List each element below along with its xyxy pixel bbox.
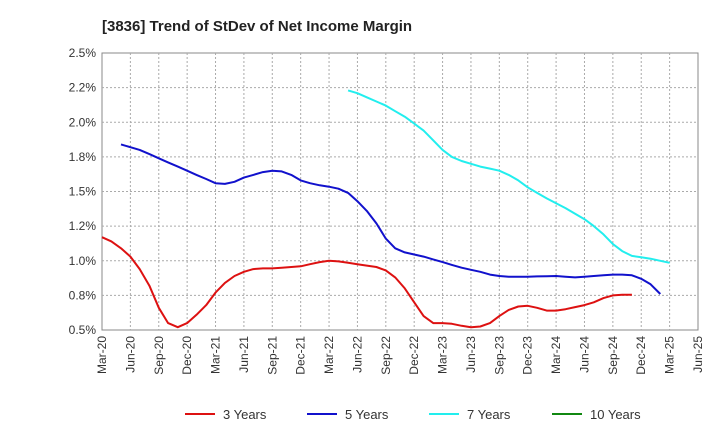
x-tick-label: Dec-23 [521, 336, 535, 375]
x-tick-label: Mar-24 [549, 336, 563, 374]
series-line-2 [347, 89, 670, 264]
x-tick-label: Dec-22 [407, 336, 421, 375]
x-tick-label: Sep-24 [606, 336, 620, 375]
y-tick-label: 2.2% [69, 81, 97, 95]
x-tick-label: Mar-23 [436, 336, 450, 374]
legend-label: 5 Years [345, 407, 389, 422]
series-line-0 [101, 236, 632, 329]
x-tick-label: Sep-20 [152, 336, 166, 375]
x-tick-label: Sep-21 [265, 336, 279, 375]
x-tick-label: Mar-21 [209, 336, 223, 374]
series-lines [101, 89, 670, 329]
x-tick-label: Dec-21 [294, 336, 308, 375]
x-tick-label: Jun-24 [577, 336, 591, 373]
y-tick-label: 2.0% [69, 115, 97, 129]
x-tick-label: Jun-20 [123, 336, 137, 373]
y-tick-label: 0.5% [69, 323, 97, 337]
x-tick-label: Jun-21 [237, 336, 251, 373]
x-tick-label: Jun-25 [691, 336, 705, 373]
y-tick-label: 2.5% [69, 46, 97, 60]
x-tick-label: Jun-22 [350, 336, 364, 373]
series-line-1 [120, 143, 662, 295]
y-tick-label: 1.2% [69, 219, 97, 233]
legend: 3 Years 5 Years 7 Years 10 Years [185, 407, 641, 422]
y-tick-label: 1.0% [69, 254, 97, 268]
legend-label: 10 Years [590, 407, 641, 422]
x-tick-label: Dec-24 [634, 336, 648, 375]
y-tick-label: 1.5% [69, 185, 97, 199]
x-tick-label: Sep-23 [492, 336, 506, 375]
x-tick-label: Mar-25 [663, 336, 677, 374]
y-axis-tick-labels: 0.5% 0.8% 1.0% 1.2% 1.5% 1.8% 2.0% 2.2% 2.5% [69, 46, 97, 337]
x-axis-tick-labels: Mar-20 Jun-20 Sep-20 Dec-20 Mar-21 Jun-21 Sep-… [95, 336, 705, 375]
x-tick-label: Mar-22 [322, 336, 336, 374]
y-tick-label: 1.8% [69, 150, 97, 164]
y-tick-label: 0.8% [69, 288, 97, 302]
gridlines [102, 53, 698, 330]
x-tick-label: Dec-20 [180, 336, 194, 375]
x-tick-label: Mar-20 [95, 336, 109, 374]
x-tick-label: Jun-23 [464, 336, 478, 373]
legend-label: 3 Years [223, 407, 267, 422]
chart-title: [3836] Trend of StDev of Net Income Marg… [102, 18, 412, 35]
legend-label: 7 Years [467, 407, 511, 422]
x-tick-label: Sep-22 [379, 336, 393, 375]
